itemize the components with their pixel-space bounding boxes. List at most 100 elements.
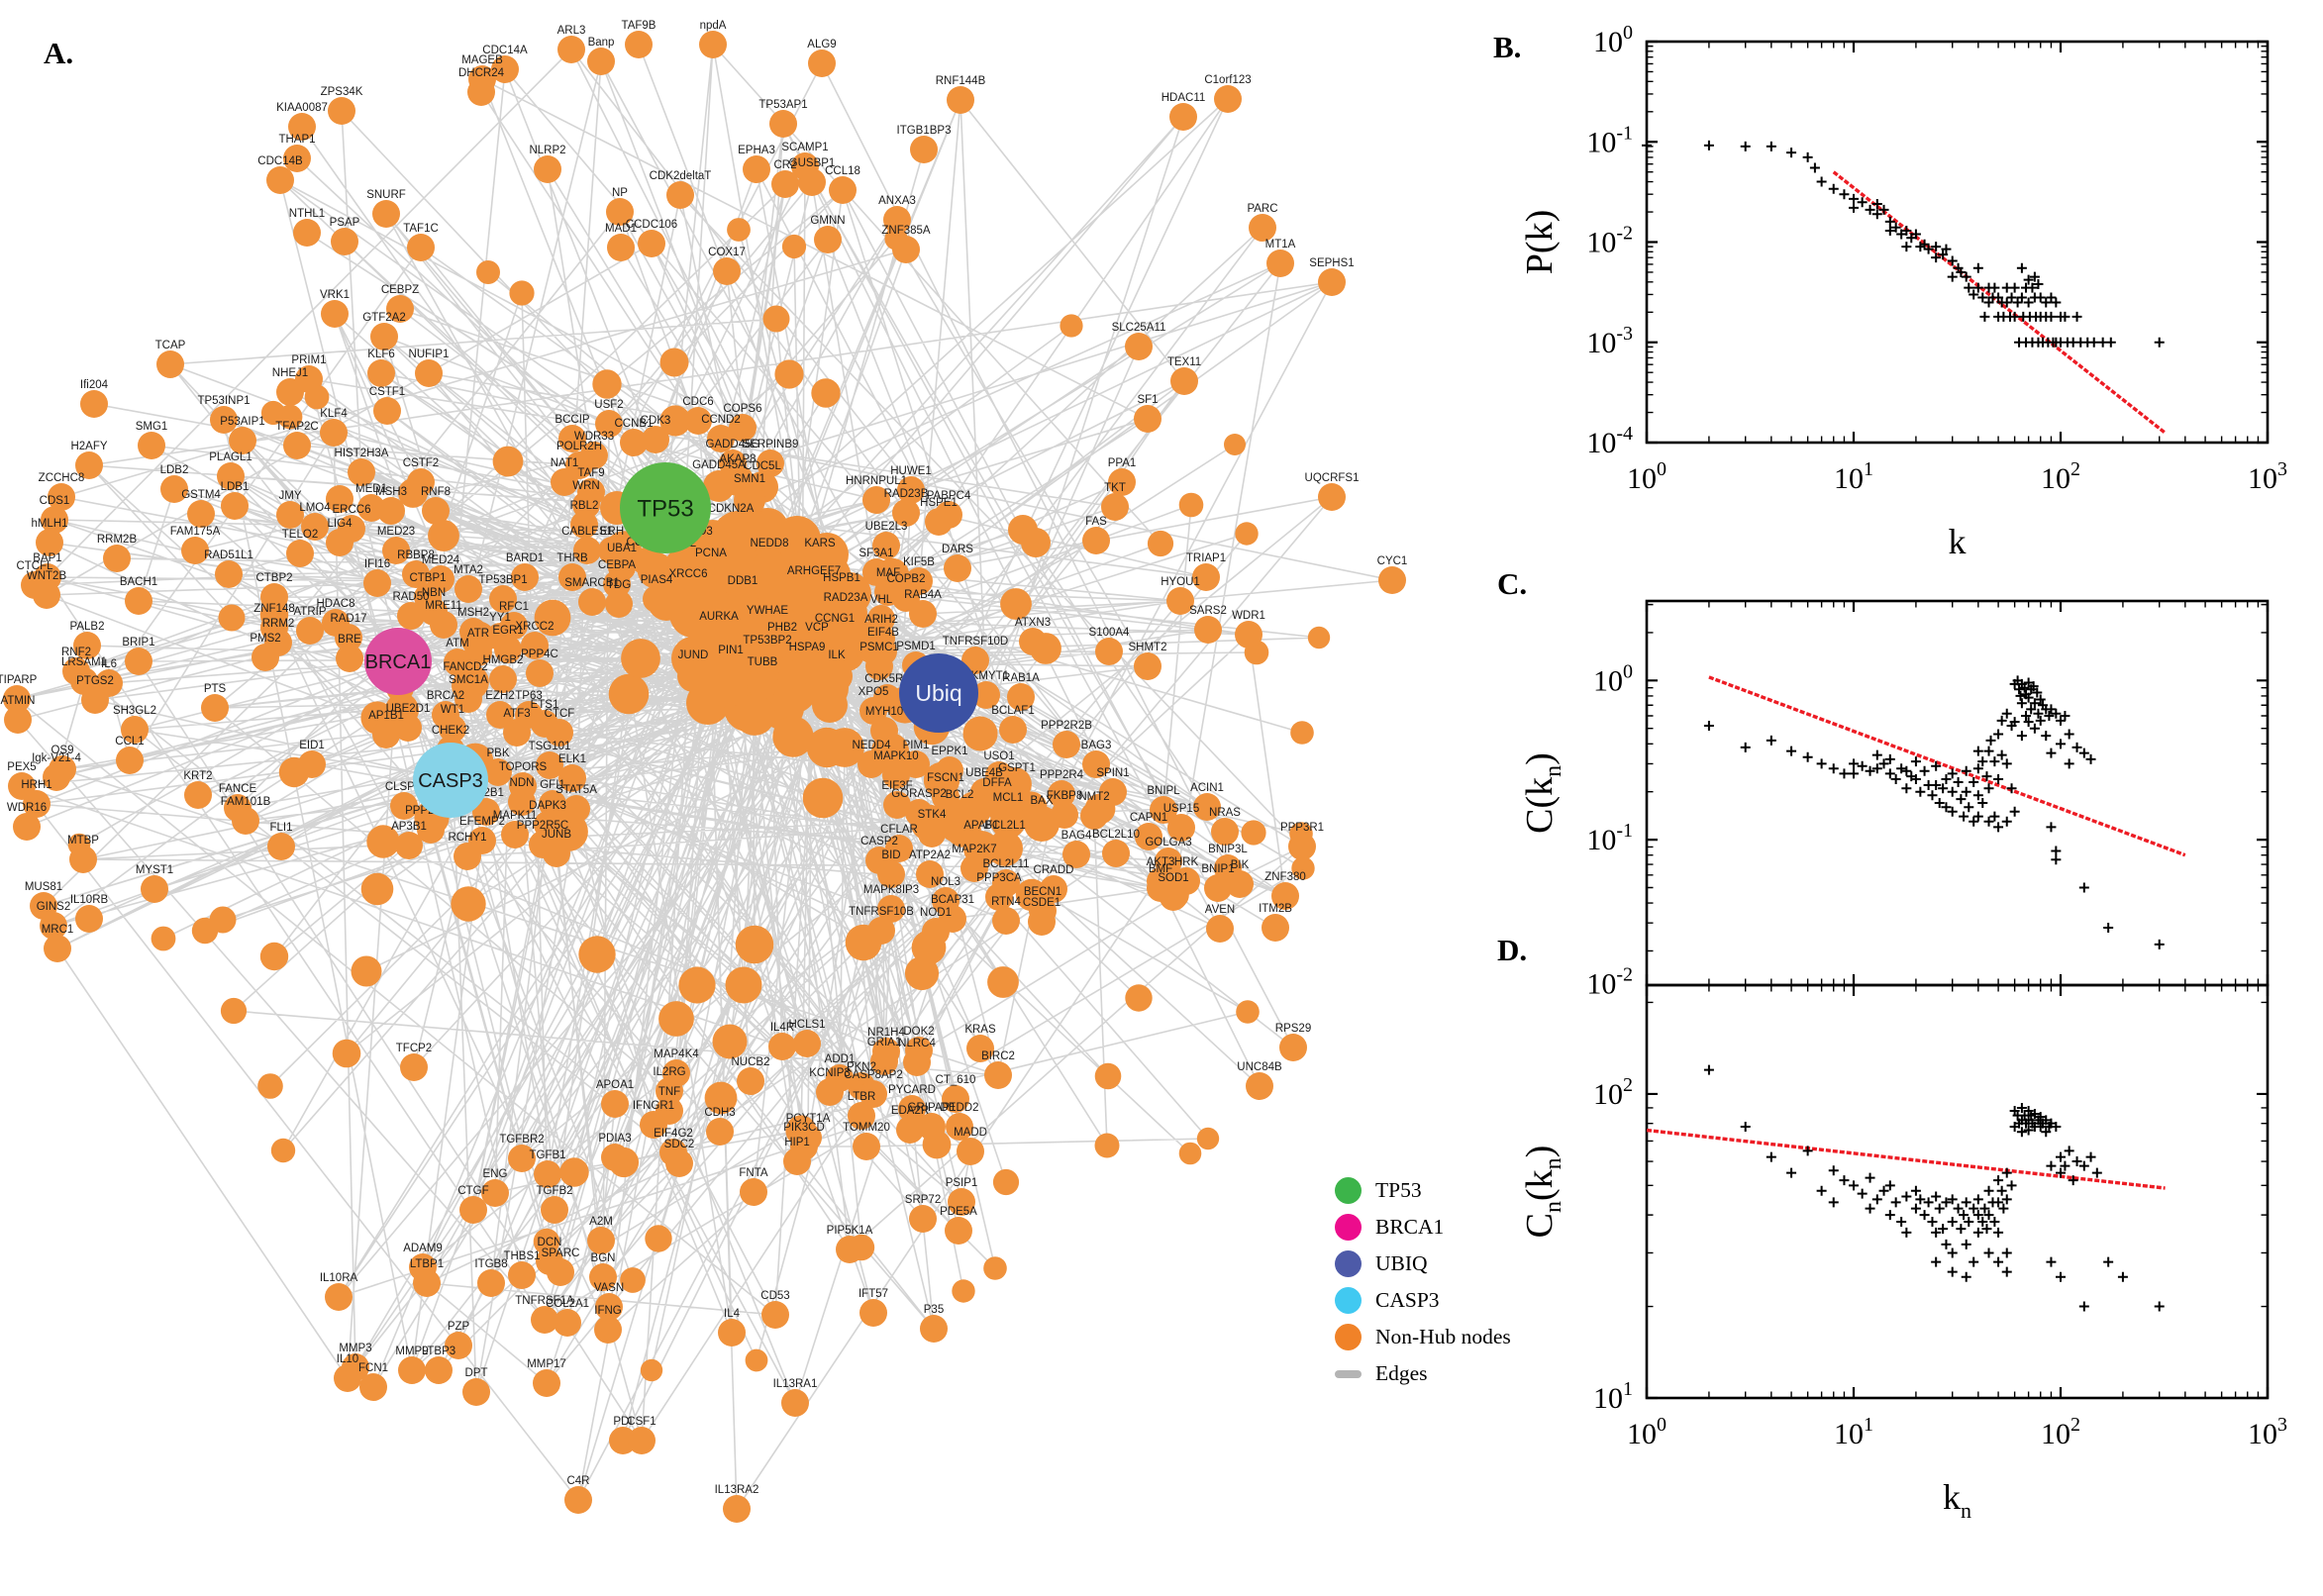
gene-node-label: IL6	[101, 658, 117, 670]
gene-node	[489, 585, 517, 613]
gene-node	[81, 686, 109, 714]
gene-node	[40, 912, 67, 940]
gene-node-label: hMLH1	[31, 518, 67, 530]
gene-node-label: MYH10	[865, 706, 903, 718]
gene-node	[920, 1315, 948, 1343]
gene-node	[905, 799, 933, 827]
gene-node	[1135, 823, 1162, 850]
scatter-points	[1703, 675, 2165, 949]
edges-layer	[16, 44, 1393, 1510]
gene-node-label: SMC1A	[449, 674, 488, 686]
gene-node	[543, 840, 570, 867]
gene-node-label: ILK	[828, 649, 846, 661]
gene-node-label: NLRC4	[898, 1038, 936, 1049]
gene-node-label: MUS81	[25, 881, 62, 893]
gene-node	[642, 426, 669, 453]
gene-node-label: ATXN3	[1015, 617, 1051, 629]
gene-node-label: S100A4	[1089, 627, 1131, 639]
gene-node	[829, 176, 857, 204]
gene-node	[336, 645, 363, 672]
gene-node	[877, 895, 905, 923]
gene-node-label: UBA1	[607, 543, 637, 554]
gene-node-label: BCLAF1	[991, 705, 1034, 717]
gene-node-label: WDR16	[7, 802, 47, 814]
gene-node-label: RPS29	[1275, 1023, 1311, 1035]
gene-node	[781, 1389, 809, 1417]
gene-node	[1099, 778, 1127, 806]
gene-node-label: BAP1	[33, 552, 61, 564]
gene-node-label: RAB4A	[904, 589, 942, 601]
gene-node	[141, 875, 168, 903]
gene-node	[798, 576, 830, 608]
gene-node-label: VRK1	[320, 289, 350, 301]
gene-node-label: CCL1	[115, 736, 144, 748]
gene-node	[938, 800, 981, 844]
gene-node-label: LDB1	[221, 481, 250, 493]
gene-node-label: RNF144B	[936, 75, 986, 87]
gene-node-label: HCLS1	[788, 1019, 825, 1031]
gene-node	[116, 747, 144, 774]
gene-node	[160, 475, 188, 503]
gene-node	[49, 755, 76, 783]
gene-node	[481, 1179, 509, 1207]
ubiq-swatch-icon	[1335, 1250, 1362, 1277]
gene-node	[1214, 85, 1242, 113]
gene-node	[713, 257, 741, 285]
gene-node-label: MAPK8IP3	[863, 884, 919, 896]
gene-node	[740, 1178, 767, 1206]
gene-node	[957, 1138, 984, 1165]
gene-node-label: NMT2	[1078, 791, 1109, 803]
gene-node-label: LRSAM1	[61, 656, 107, 668]
gene-node-label: npdA	[700, 20, 727, 32]
gene-node	[326, 529, 354, 556]
gene-node	[966, 1035, 994, 1062]
gene-node-label: TP53BP1	[478, 574, 527, 586]
edge-swatch-icon	[1335, 1369, 1362, 1378]
gene-node	[400, 1053, 428, 1081]
gene-node-label: IFNGR1	[633, 1100, 674, 1112]
legend-item-brca1: BRCA1	[1335, 1209, 1511, 1246]
gene-node-label: TELO2	[282, 529, 318, 541]
gene-node-label: GOLGA3	[1145, 837, 1191, 848]
gene-node-label: ATM	[446, 638, 468, 649]
y-tick-label: 101	[1593, 1378, 1633, 1415]
gene-node	[936, 756, 963, 784]
gene-node-label: TKT	[1104, 482, 1126, 494]
gene-node-label: CDK3	[641, 415, 671, 427]
gene-node-label: BGN	[591, 1252, 616, 1264]
gene-node	[13, 813, 41, 841]
gene-node-label: RAD51L1	[204, 549, 253, 561]
gene-node	[533, 1369, 560, 1397]
gene-node-label: NRAS	[1209, 807, 1241, 819]
gene-node	[865, 652, 893, 680]
panel-label-d: D.	[1497, 933, 1528, 967]
gene-node	[547, 1258, 574, 1286]
gene-node	[632, 548, 659, 575]
gene-node-label: IFI16	[364, 558, 390, 570]
gene-node-label: UBE2D1	[386, 703, 431, 715]
gene-node-label: WDR33	[574, 431, 614, 443]
gene-node	[1288, 833, 1316, 860]
gene-node	[557, 36, 585, 63]
gene-node-label: BID	[881, 849, 900, 861]
gene-node	[215, 560, 243, 588]
gene-node-label: BNIP3L	[1208, 844, 1248, 855]
gene-node	[1040, 875, 1067, 903]
gene-node	[947, 86, 974, 114]
gene-node-label: CTCFL	[16, 560, 53, 572]
gene-node-label: COL2A1	[546, 1298, 589, 1310]
gene-node-label: LIG4	[328, 518, 354, 530]
gene-node-label: UQCRFS1	[1305, 472, 1360, 484]
gene-node-label: VASN	[594, 1282, 624, 1294]
gene-node-label: ZCCHC8	[39, 472, 85, 484]
gene-node-label: EIF4B	[867, 627, 899, 639]
gene-node-label: EPHA3	[738, 145, 775, 156]
gene-node-label: PCYT1A	[786, 1113, 831, 1125]
gene-node	[808, 50, 836, 77]
gene-node	[359, 1373, 387, 1401]
gene-node	[526, 659, 554, 687]
gene-node	[672, 579, 704, 611]
gene-node-label: A2M	[589, 1216, 613, 1228]
